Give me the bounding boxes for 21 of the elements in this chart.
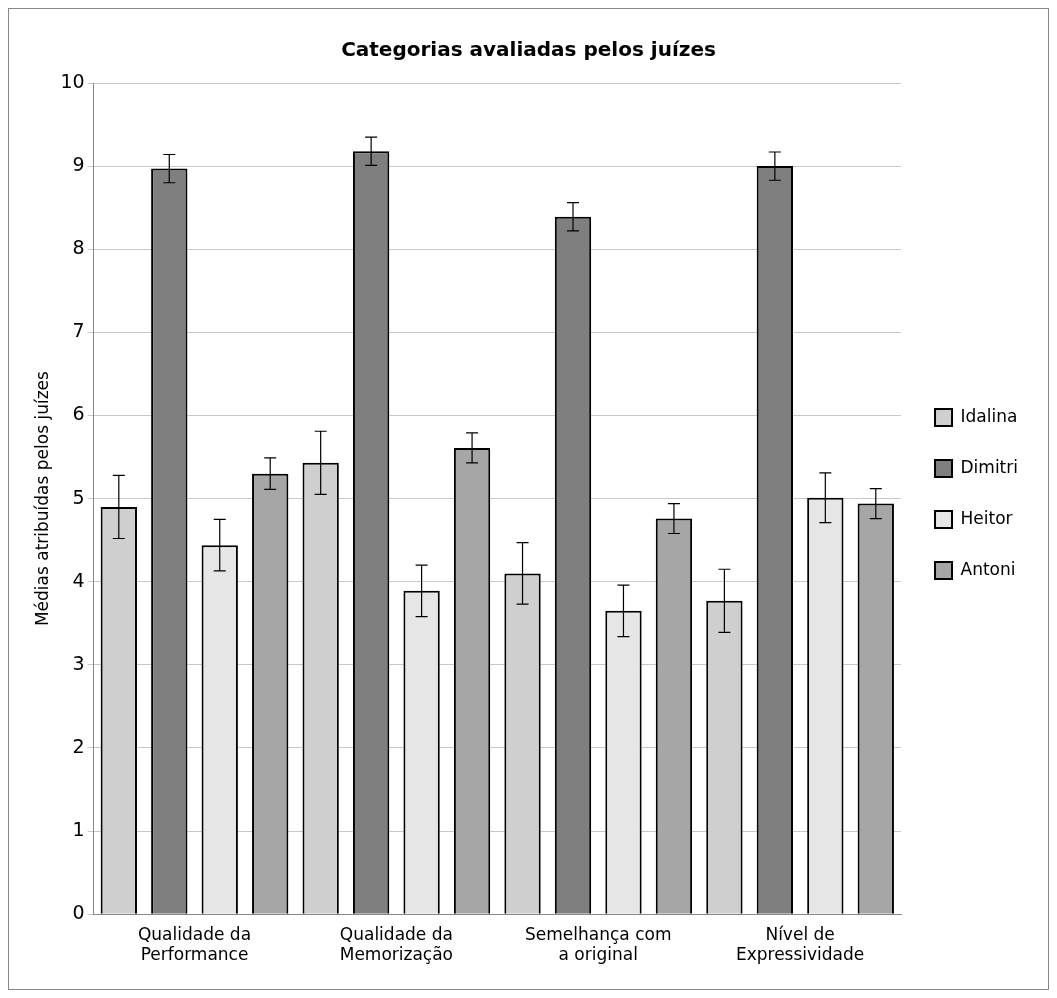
- x-tick-label: Semelhança com a original: [525, 923, 672, 965]
- y-tick-label: 7: [72, 319, 85, 342]
- y-axis-title: Médias atribuídas pelos juízes: [31, 370, 52, 627]
- y-tick-label: 3: [72, 651, 85, 674]
- y-tick-label: 6: [72, 402, 85, 425]
- x-tick-label: Nível de Expressividade: [735, 923, 865, 965]
- y-tick-label: 10: [60, 69, 85, 92]
- y-tick-label: 9: [72, 153, 85, 176]
- legend-label: Dimitri: [960, 456, 1019, 477]
- legend-label: Antoni: [960, 558, 1016, 579]
- y-tick-label: 0: [72, 901, 85, 924]
- chart-title: Categorias avaliadas pelos juízes: [341, 37, 716, 62]
- y-tick-label: 1: [72, 818, 85, 841]
- y-tick-label: 5: [72, 485, 85, 508]
- x-tick-label: Qualidade da Performance: [137, 923, 252, 965]
- legend-label: Idalina: [960, 405, 1018, 426]
- y-tick-label: 4: [72, 568, 85, 591]
- y-tick-label: 2: [72, 734, 85, 757]
- x-tick-label: Qualidade da Memorização: [339, 923, 454, 965]
- y-tick-label: 8: [72, 236, 85, 259]
- legend-label: Heitor: [960, 507, 1013, 528]
